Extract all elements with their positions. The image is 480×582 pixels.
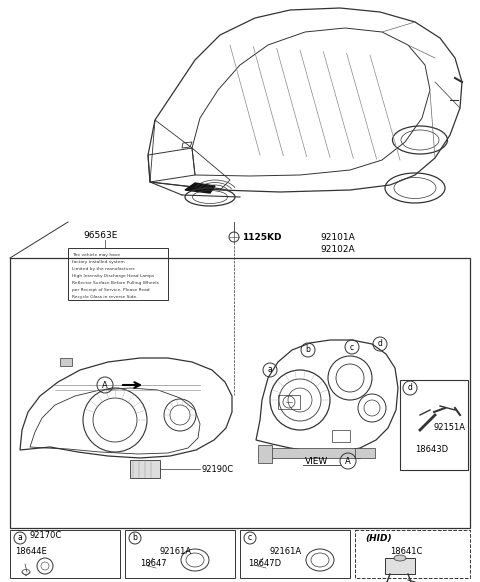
Text: a: a [18,534,23,542]
FancyBboxPatch shape [385,558,415,574]
Text: Limited by the manufacturer.: Limited by the manufacturer. [72,267,136,271]
Text: factory installed system: factory installed system [72,260,125,264]
Text: c: c [350,342,354,352]
Text: A: A [345,456,351,466]
Text: d: d [408,384,412,392]
Text: 92161A: 92161A [270,548,302,556]
FancyBboxPatch shape [130,460,160,478]
Text: 92151A: 92151A [434,424,466,432]
Ellipse shape [394,555,406,561]
Text: a: a [268,365,272,374]
Text: High Intensity Discharge Head Lamps: High Intensity Discharge Head Lamps [72,274,154,278]
Text: Recycle Glass in reverse Side.: Recycle Glass in reverse Side. [72,295,138,299]
Text: 18647: 18647 [140,559,167,569]
Text: 92190C: 92190C [202,464,234,474]
Text: 18644E: 18644E [15,548,47,556]
Text: A: A [102,381,108,389]
Text: b: b [132,534,137,542]
FancyBboxPatch shape [355,448,375,458]
Text: 92101A: 92101A [320,232,355,242]
Text: 18641C: 18641C [390,548,422,556]
Text: 92170C: 92170C [29,531,61,541]
Polygon shape [185,183,215,193]
Text: VIEW: VIEW [305,457,328,467]
Text: per Receipt of Service, Please Read: per Receipt of Service, Please Read [72,288,150,292]
FancyBboxPatch shape [60,358,72,366]
Text: 1125KD: 1125KD [242,232,281,242]
FancyBboxPatch shape [258,445,272,463]
Text: Reflector Surface Before Pulling Wheels: Reflector Surface Before Pulling Wheels [72,281,159,285]
Text: 96563E: 96563E [83,232,118,240]
Text: b: b [306,346,311,354]
FancyBboxPatch shape [270,448,360,458]
Text: The vehicle may have: The vehicle may have [72,253,120,257]
Text: d: d [378,339,383,349]
Text: 18643D: 18643D [415,445,448,455]
Text: 92102A: 92102A [320,244,355,254]
Text: 92161A: 92161A [160,548,192,556]
Text: (HID): (HID) [365,534,392,542]
Text: c: c [248,534,252,542]
Text: 18647D: 18647D [248,559,281,569]
